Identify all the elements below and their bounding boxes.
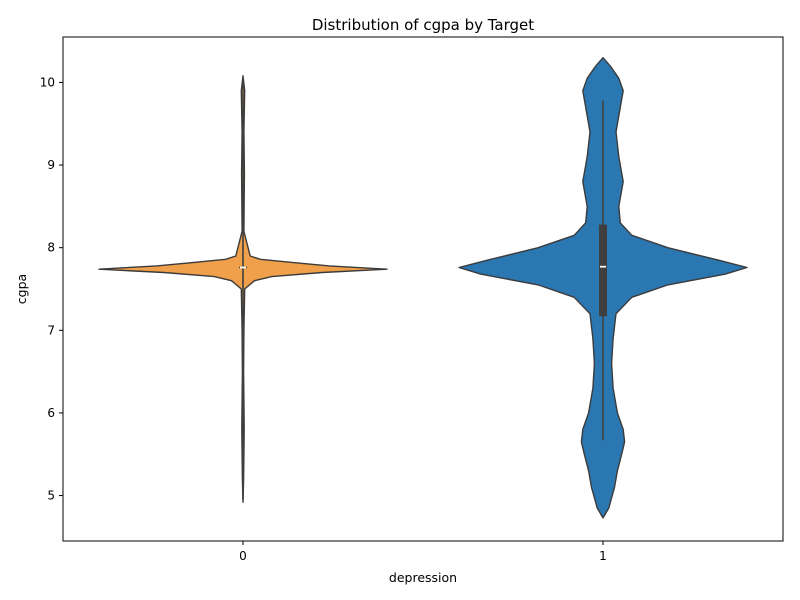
y-tick-label: 9 <box>47 158 55 172</box>
y-tick-label: 7 <box>47 323 55 337</box>
iqr-box-1 <box>599 224 607 317</box>
violins <box>98 57 748 519</box>
y-tick-label: 8 <box>47 241 55 255</box>
y-tick-label: 10 <box>40 75 55 89</box>
chart-title: Distribution of cgpa by Target <box>312 16 534 34</box>
y-tick-label: 5 <box>47 489 55 503</box>
plot-frame <box>62 36 784 542</box>
y-axis-ticks: 5 6 7 8 9 10 <box>40 75 63 503</box>
x-tick-label: 0 <box>239 549 247 563</box>
y-tick-label: 6 <box>47 406 55 420</box>
y-axis-label: cgpa <box>14 274 29 304</box>
x-axis-label: depression <box>389 570 457 585</box>
x-tick-label: 1 <box>599 549 607 563</box>
